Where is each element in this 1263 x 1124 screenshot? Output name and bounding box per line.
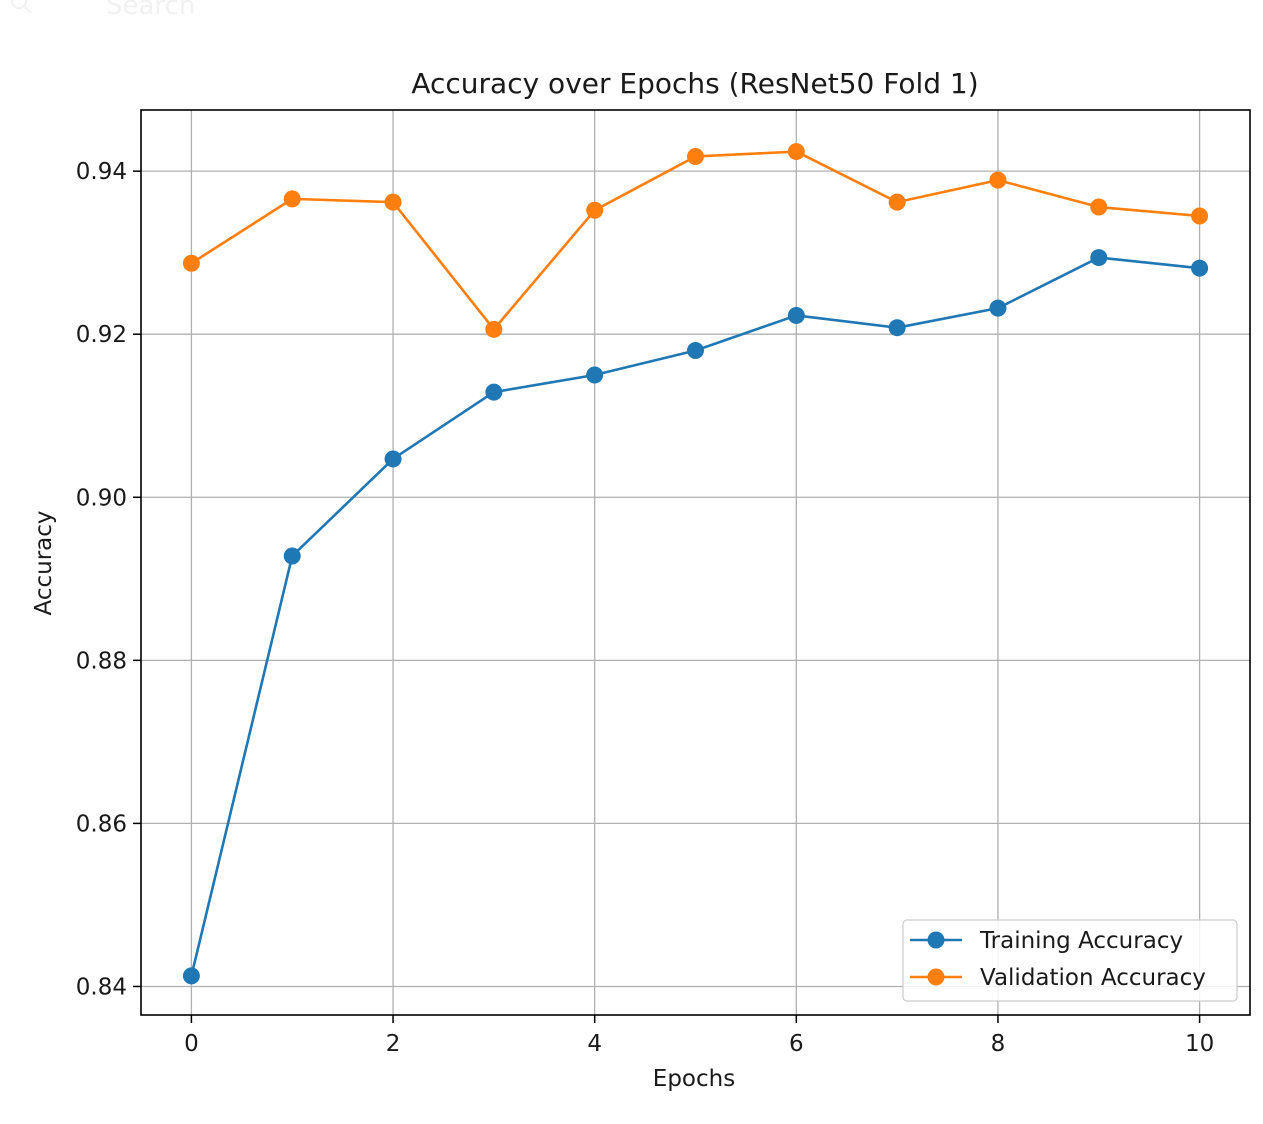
y-tick-label: 0.94 (76, 159, 127, 185)
data-point (888, 193, 906, 211)
search-bar-remnant: Search (0, 0, 1263, 24)
legend-marker-validation (927, 968, 945, 986)
grid-lines (141, 110, 1250, 1015)
data-point (384, 450, 402, 468)
y-tick-label: 0.88 (76, 648, 127, 674)
data-point (485, 383, 503, 401)
data-point (1090, 198, 1108, 216)
axis-ticks: 0 2 4 6 8 10 0.84 0.86 0.88 0.90 0.92 0.94 (76, 159, 1214, 1057)
x-tick-label: 0 (184, 1031, 199, 1057)
legend-box (902, 919, 1238, 1002)
x-tick-label: 10 (1185, 1031, 1214, 1057)
plot-frame (140, 109, 1251, 1016)
data-point (586, 366, 604, 384)
data-point (283, 547, 301, 565)
search-icon (11, 0, 32, 14)
chart-title: Accuracy over Epochs (ResNet50 Fold 1) (411, 67, 978, 100)
legend: Training Accuracy Validation Accuracy (902, 919, 1238, 1002)
y-tick-label: 0.90 (76, 485, 127, 511)
search-placeholder: Search (106, 0, 196, 21)
data-point (485, 320, 503, 338)
y-tick-label: 0.84 (76, 974, 127, 1000)
data-point (283, 190, 301, 208)
legend-label-validation: Validation Accuracy (980, 965, 1206, 991)
data-point (1191, 259, 1209, 277)
x-axis-label: Epochs (653, 1066, 735, 1092)
data-point (888, 319, 906, 337)
y-tick-label: 0.86 (76, 811, 127, 837)
x-tick-label: 4 (587, 1031, 602, 1057)
data-point (787, 143, 805, 161)
x-tick-label: 6 (789, 1031, 804, 1057)
y-tick-label: 0.92 (76, 322, 127, 348)
data-point (1090, 249, 1108, 267)
data-point (989, 171, 1007, 189)
data-point (687, 147, 704, 165)
data-point (787, 306, 805, 324)
data-point (182, 967, 200, 985)
data-point (687, 342, 704, 360)
series-validation (182, 143, 1209, 338)
legend-marker-training (927, 931, 945, 949)
series-layer (182, 143, 1209, 985)
x-tick-label: 8 (991, 1031, 1006, 1057)
data-point (182, 254, 200, 272)
data-point (586, 201, 604, 219)
x-tick-label: 2 (386, 1031, 401, 1057)
legend-label-training: Training Accuracy (979, 928, 1183, 954)
data-point (1191, 207, 1209, 225)
data-point (989, 299, 1007, 317)
series-training (182, 249, 1209, 985)
data-point (384, 193, 402, 211)
y-axis-label: Accuracy (31, 510, 57, 615)
plot-background (141, 110, 1250, 1015)
